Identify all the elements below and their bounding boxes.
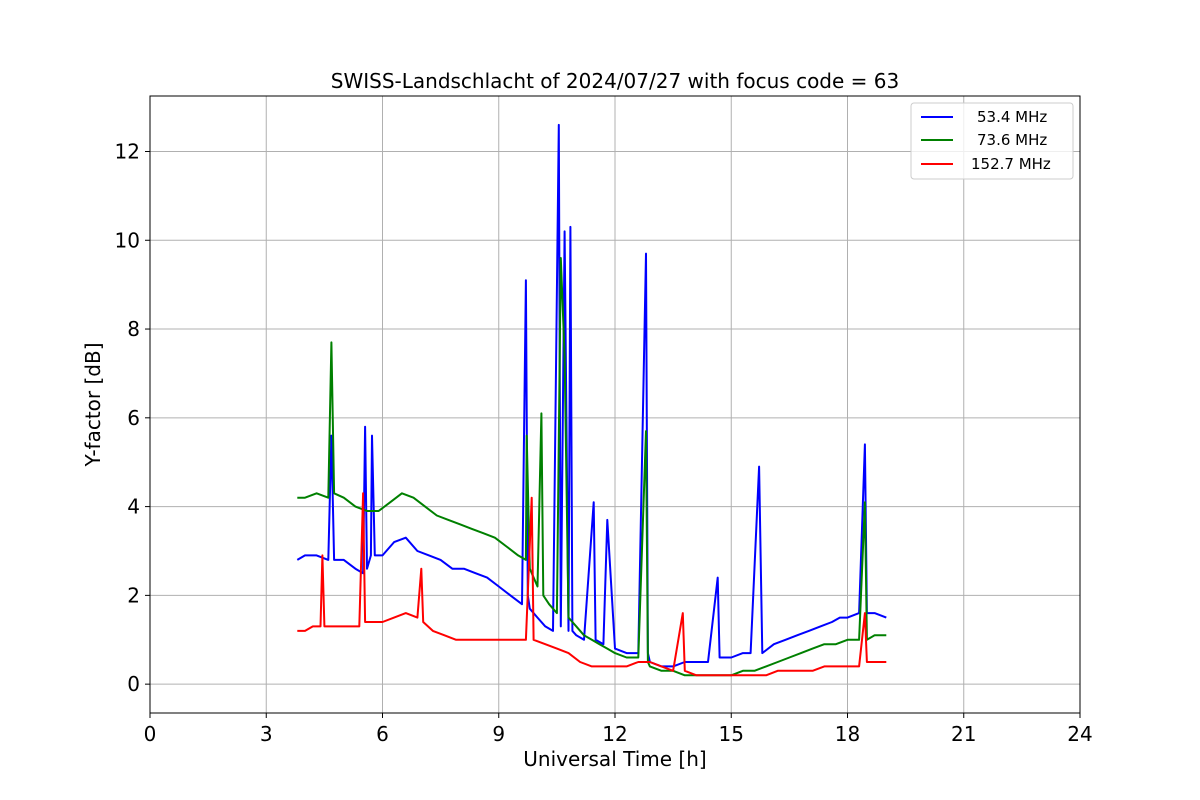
- x-tick-label: 9: [492, 722, 505, 746]
- legend-box: [910, 102, 1074, 180]
- x-tick-label: 3: [260, 722, 273, 746]
- y-tick-label: 8: [127, 317, 140, 341]
- series-layer: [296, 123, 887, 677]
- y-axis-label: Y-factor [dB]: [81, 342, 105, 467]
- chart-title: SWISS-Landschlacht of 2024/07/27 with fo…: [331, 69, 899, 93]
- y-axis-ticks: 0 2 4 6 8 10 12: [115, 139, 150, 696]
- x-axis-ticks: 0 3 6 9 12 15 18 21 24: [144, 713, 1093, 746]
- x-tick-label: 18: [835, 722, 860, 746]
- x-tick-label: 12: [602, 722, 627, 746]
- x-tick-label: 15: [719, 722, 744, 746]
- x-tick-label: 24: [1067, 722, 1092, 746]
- y-tick-label: 2: [127, 583, 140, 607]
- x-tick-label: 21: [951, 722, 976, 746]
- y-tick-label: 0: [127, 672, 140, 696]
- y-tick-label: 6: [127, 406, 140, 430]
- x-tick-label: 6: [376, 722, 389, 746]
- y-tick-label: 10: [115, 228, 140, 252]
- y-tick-label: 4: [127, 495, 140, 519]
- legend-label-53-4: 53.4 MHz: [977, 108, 1047, 126]
- legend: 53.4 MHz 73.6 MHz 152.7 MHz: [910, 102, 1074, 180]
- legend-label-73-6: 73.6 MHz: [977, 131, 1047, 149]
- x-axis-label: Universal Time [h]: [523, 747, 706, 771]
- legend-label-152-7: 152.7 MHz: [971, 155, 1051, 173]
- series-line-152-7-mhz: [297, 492, 887, 677]
- y-tick-label: 12: [115, 139, 140, 163]
- series-line-53-4-mhz: [296, 123, 887, 668]
- series-line-73-6-mhz: [297, 257, 887, 677]
- x-tick-label: 0: [144, 722, 157, 746]
